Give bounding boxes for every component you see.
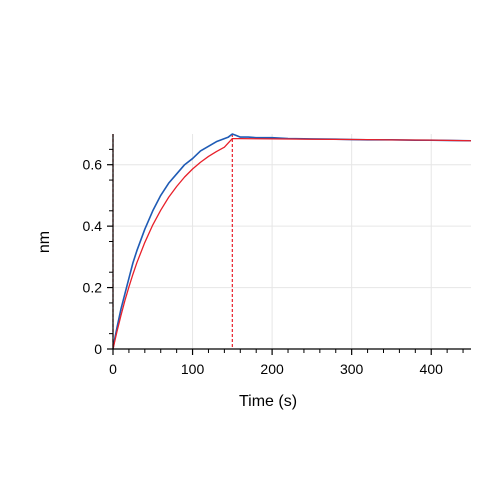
y-tick-label: 0.4 [83,218,103,234]
series-line-1 [112,133,472,350]
axis-layer [107,134,471,355]
series-layer [112,133,472,350]
x-tick-label: 100 [181,361,205,377]
x-tick-label: 200 [260,361,284,377]
x-tick-label: 400 [420,361,444,377]
y-tick-label: 0 [94,341,102,357]
label-layer: 0 100 200 300 400 0 0.2 0.4 0.6 [83,157,444,377]
grid-layer [113,134,471,349]
y-tick-label: 0.2 [83,280,103,296]
y-tick-label: 0.6 [83,157,103,173]
vertical-marker-layer [112,134,233,349]
y-axis-title: nm [36,231,53,253]
x-axis-title: Time (s) [239,393,297,410]
x-tick-label: 0 [109,361,117,377]
x-tick-label: 300 [340,361,364,377]
series-line-2 [112,137,472,350]
